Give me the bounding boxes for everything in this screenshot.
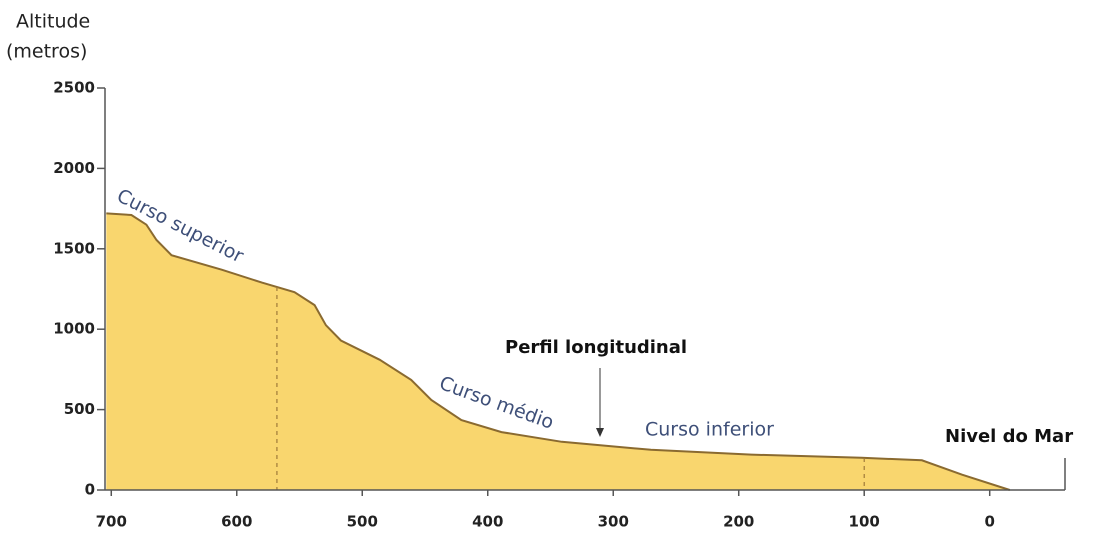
annotation-arrowhead bbox=[596, 428, 604, 437]
annotation: Nivel do Mar bbox=[945, 426, 1073, 447]
y-tick-label: 2000 bbox=[53, 159, 95, 177]
x-tick-label: 500 bbox=[347, 513, 378, 531]
y-tick-label: 1500 bbox=[53, 239, 95, 257]
annotation: Perfil longitudinal bbox=[505, 337, 687, 358]
profile-line bbox=[106, 212, 1011, 491]
annotation: Curso inferior bbox=[645, 419, 774, 441]
x-tick-label: 600 bbox=[221, 513, 252, 531]
x-tick-label: 200 bbox=[723, 513, 754, 531]
y-axis-title: Altitude bbox=[16, 11, 90, 33]
x-tick-label: 700 bbox=[96, 513, 127, 531]
y-tick-label: 1000 bbox=[53, 320, 95, 338]
x-tick-label: 100 bbox=[849, 513, 880, 531]
x-tick-label: 0 bbox=[984, 513, 994, 531]
y-tick-label: 500 bbox=[64, 400, 95, 418]
x-tick-label: 300 bbox=[598, 513, 629, 531]
area bbox=[106, 213, 1010, 490]
y-axis-title: (metros) bbox=[6, 41, 87, 63]
y-tick-label: 2500 bbox=[53, 79, 95, 97]
y-tick-label: 0 bbox=[85, 481, 95, 499]
x-tick-label: 400 bbox=[472, 513, 503, 531]
